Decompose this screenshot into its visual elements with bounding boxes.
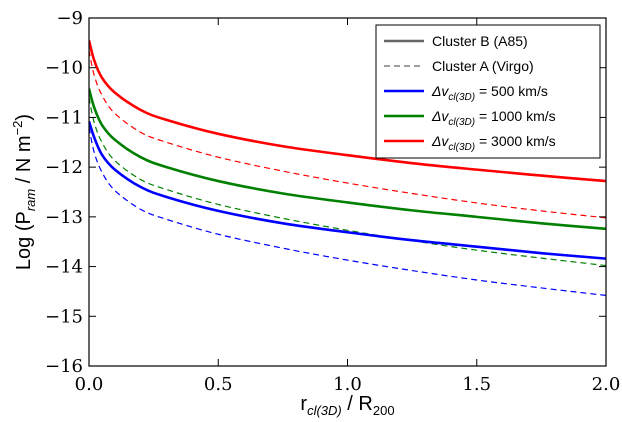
y-tick-label: −14: [45, 257, 83, 278]
x-tick-label: 0.0: [75, 374, 104, 395]
series-line-a-1000: [89, 97, 606, 267]
legend-label: Cluster A (Virgo): [432, 58, 534, 74]
series-line-b-1000: [89, 88, 606, 231]
series-line-b-500: [89, 121, 606, 260]
axis-labels: Log (Pram / N m−2) rcl(3D) / R200: [10, 114, 395, 418]
x-tick-label: 0.5: [204, 374, 233, 395]
legend: Cluster B (A85) Cluster A (Virgo) Δvcl(3D)…: [375, 24, 601, 159]
ticks-layer: 0.0 0.5 1.0 1.5 2.0 −16 −15 −14 −13 −12 −11 −10 −9: [45, 8, 620, 395]
y-tick-label: −16: [45, 356, 83, 377]
x-axis-label: rcl(3D) / R200: [300, 393, 394, 418]
y-tick-label: −15: [45, 306, 83, 327]
x-tick-label: 2.0: [592, 374, 621, 395]
y-tick-label: −12: [45, 157, 83, 178]
legend-label: Δvcl(3D) = 500 km/s: [431, 83, 548, 103]
x-tick-label: 1.5: [462, 374, 491, 395]
legend-label: Δvcl(3D) = 1000 km/s: [431, 108, 556, 128]
legend-label: Cluster B (A85): [432, 33, 528, 49]
series-line-a-3000: [89, 50, 606, 219]
series-layer: [89, 40, 606, 297]
series-line-a-500: [89, 127, 606, 297]
y-tick-label: −13: [45, 207, 83, 228]
x-tick-label: 1.0: [333, 374, 362, 395]
series-line-b-3000: [89, 40, 606, 183]
y-tick-label: −9: [56, 8, 83, 29]
legend-label: Δvcl(3D) = 3000 km/s: [431, 133, 556, 153]
y-axis-label: Log (Pram / N m−2): [10, 114, 38, 270]
y-tick-label: −11: [45, 107, 83, 128]
y-tick-label: −10: [45, 58, 83, 79]
